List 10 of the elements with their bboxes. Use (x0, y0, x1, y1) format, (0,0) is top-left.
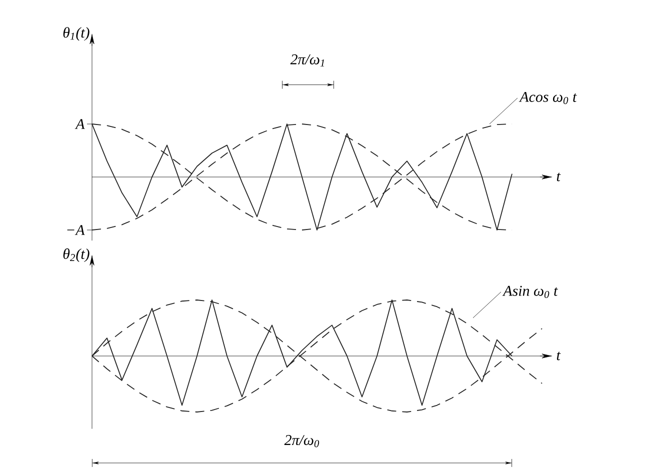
y-axis-title: θ$_{2}$(t) (63, 248, 90, 262)
text: Acos ω$_{0}$ t (518, 92, 577, 104)
annotation: A (74, 119, 85, 129)
x-axis-title: t (556, 172, 561, 182)
annotation: −A (67, 225, 85, 235)
text: Asin ω$_{0}$ t (502, 286, 558, 298)
text: 2π/ω$_{1}$ (290, 54, 324, 66)
text: 2π/ω$_{0}$ (284, 435, 320, 448)
x-axis-title: t (556, 352, 561, 360)
y-axis-title: θ$_{1}$(t) (63, 27, 90, 41)
